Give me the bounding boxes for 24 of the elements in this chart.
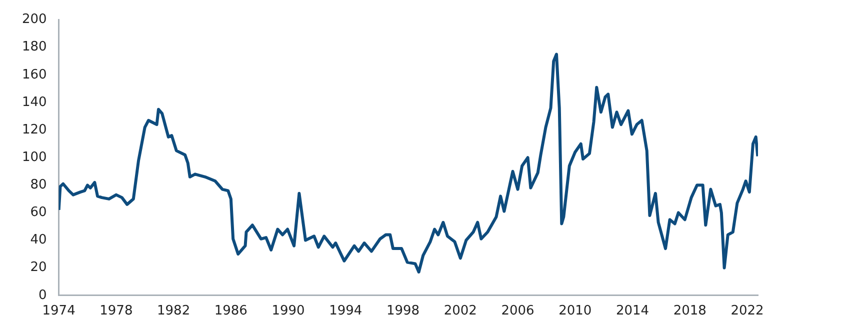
- x-tick-label: 1990: [272, 304, 305, 319]
- y-tick-label: 20: [30, 260, 47, 276]
- y-tick-label: 140: [22, 94, 47, 110]
- x-tick-label: 1994: [329, 304, 362, 319]
- x-tick-label: 1982: [157, 304, 190, 319]
- x-tick-label: 2018: [673, 304, 706, 319]
- x-tick-label: 1998: [386, 304, 420, 319]
- y-tick-label: 60: [30, 205, 47, 220]
- x-tick-label: 2002: [444, 304, 477, 319]
- x-tick-label: 2022: [730, 304, 764, 319]
- y-tick-label: 160: [22, 67, 47, 82]
- y-tick-label: 200: [22, 12, 47, 28]
- x-tick-label: 2010: [558, 304, 592, 319]
- x-tick-label: 2014: [616, 304, 650, 319]
- x-tick-label: 1978: [100, 304, 133, 319]
- x-tick-label: 1974: [42, 304, 76, 319]
- y-tick-label: 40: [30, 232, 47, 248]
- y-tick-label: 100: [22, 150, 47, 165]
- y-tick-label: 120: [22, 122, 47, 138]
- y-tick-label: 80: [30, 178, 47, 193]
- x-tick-label: 1986: [214, 304, 248, 319]
- y-tick-label: 0: [38, 288, 47, 303]
- y-tick-label: 180: [22, 40, 47, 55]
- x-tick-label: 2006: [501, 304, 534, 319]
